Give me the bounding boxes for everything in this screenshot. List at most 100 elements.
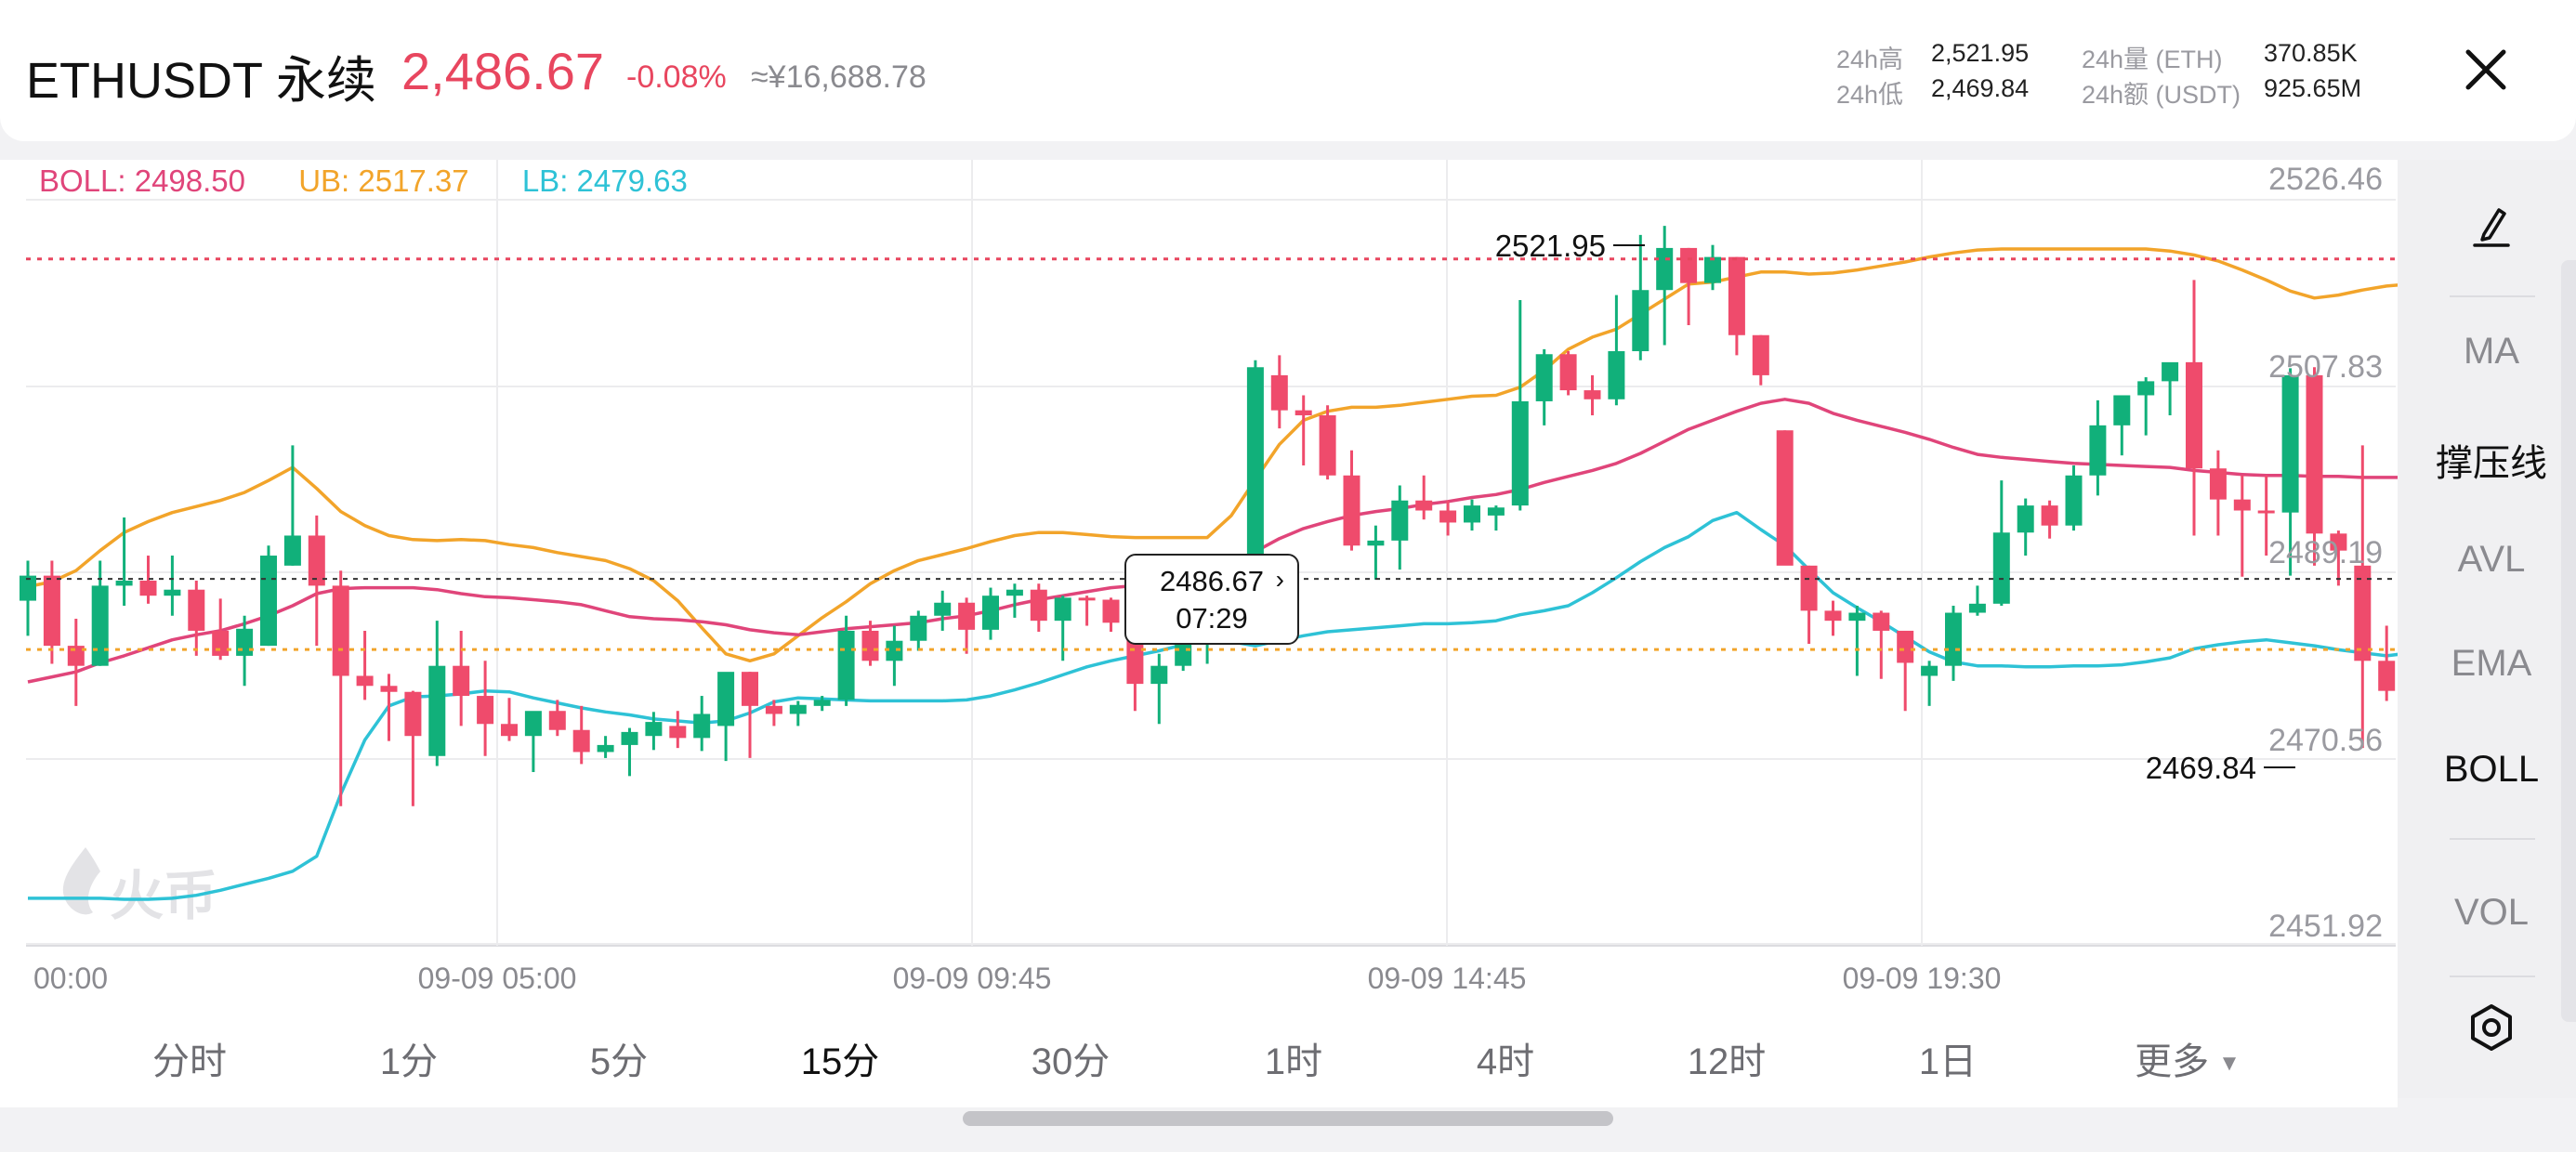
candle-down	[477, 661, 494, 756]
interval-15m[interactable]: 15分	[800, 1041, 880, 1082]
x-tick-label: 09-09 09:45	[893, 962, 1052, 995]
candle-down	[404, 690, 422, 806]
candle-body	[1343, 475, 1360, 546]
candle-down	[453, 630, 470, 727]
price-axis-label: 2507.83	[2268, 349, 2383, 385]
candle-up	[20, 560, 36, 636]
candle-up	[283, 445, 301, 566]
candle-body	[1175, 640, 1192, 666]
candle-body	[1319, 415, 1336, 476]
candle-down	[2209, 450, 2227, 536]
candle-down	[1897, 630, 1914, 712]
candle-body	[2209, 468, 2227, 500]
cny-price: ≈¥16,688.78	[751, 59, 927, 95]
candle-up	[982, 587, 999, 640]
candle-countdown: 07:29	[1176, 602, 1248, 635]
stat-value: 2,469.84	[1931, 74, 2030, 102]
stat-label: 24h额 (USDT)	[2082, 81, 2241, 109]
interval-5m[interactable]: 5分	[589, 1041, 649, 1082]
candle-down	[548, 700, 566, 737]
candle-body	[477, 696, 494, 725]
indicator-ma[interactable]: MA	[2464, 331, 2519, 372]
candle-body	[1656, 247, 1674, 291]
candle-body	[1584, 390, 1601, 399]
close-button[interactable]	[2453, 37, 2518, 102]
interval-1m[interactable]: 1分	[379, 1041, 439, 1082]
indicator-avl[interactable]: AVL	[2457, 539, 2526, 580]
candle-body	[1752, 334, 1769, 375]
stat-label: 24h低	[1836, 81, 1904, 109]
candle-body	[1535, 354, 1553, 401]
candle-body	[501, 724, 518, 737]
candle-up	[1656, 226, 1674, 346]
stat-24h-high: 24h高 2,521.95	[1836, 39, 2029, 75]
candle-up	[1535, 348, 1553, 425]
candle-body	[982, 596, 999, 630]
price-axis-label: 2489.19	[2268, 535, 2383, 570]
candle-up	[1848, 605, 1866, 676]
indicator-support-resistance[interactable]: 撑压线	[2436, 443, 2547, 484]
candle-down	[742, 672, 758, 758]
candle-body	[1295, 410, 1312, 416]
candle-up	[1608, 295, 1625, 406]
candle-body	[742, 672, 758, 706]
candle-up	[1391, 485, 1409, 570]
interval-1d[interactable]: 1日	[1918, 1041, 1978, 1082]
candle-body	[789, 704, 807, 714]
chart-settings-button[interactable]	[2398, 1001, 2576, 1063]
candle-down	[1030, 583, 1047, 633]
stat-24h-low: 24h低 2,469.84	[1836, 74, 2029, 111]
candle-down	[308, 515, 325, 647]
current-price-tag[interactable]: 2486.67 07:29 ›	[1124, 554, 1299, 645]
interval-timeline[interactable]: 分时	[152, 1041, 227, 1082]
indicator-ema[interactable]: EMA	[2451, 643, 2532, 684]
candle-down	[2233, 475, 2251, 577]
candle-down	[188, 581, 205, 656]
candle-down	[139, 556, 157, 604]
interval-more[interactable]: 更多 ▼	[2135, 1031, 2241, 1085]
boll-legend: BOLL: 2498.50 UB: 2517.37 LB: 2479.63	[39, 164, 732, 199]
candle-down	[765, 700, 782, 727]
home-indicator[interactable]	[963, 1111, 1613, 1126]
candle-up	[1367, 525, 1385, 580]
candle-body	[43, 575, 60, 647]
candle-up	[2162, 361, 2179, 416]
watermark: 火币	[62, 847, 217, 927]
indicator-boll[interactable]: BOLL	[2443, 749, 2540, 790]
candle-body	[2162, 361, 2179, 382]
stat-value: 2,521.95	[1931, 39, 2030, 67]
candle-down	[1776, 430, 1794, 566]
settings-icon	[2471, 1004, 2512, 1051]
candle-body	[1270, 374, 1288, 411]
candle-down	[1439, 500, 1457, 536]
candle-up	[2065, 465, 2083, 531]
candle-body	[2186, 361, 2202, 469]
x-tick-label: 09-09 14:45	[1368, 962, 1527, 995]
interval-1h[interactable]: 1时	[1264, 1041, 1323, 1082]
candle-up	[1005, 583, 1023, 618]
candle-body	[428, 665, 446, 756]
candle-body	[20, 575, 36, 601]
candle-body	[453, 665, 470, 697]
stat-label: 24h量 (ETH)	[2082, 46, 2223, 73]
symbol-title[interactable]: ETHUSDT 永续	[26, 53, 377, 109]
interval-4h[interactable]: 4时	[1476, 1041, 1535, 1082]
candle-body	[332, 585, 349, 676]
x-tick-label: 09-09 05:00	[418, 962, 577, 995]
candle-up	[1921, 661, 1939, 706]
candle-body	[934, 602, 952, 616]
stat-label: 24h高	[1836, 46, 1904, 73]
current-price-value: 2486.67	[1159, 565, 1265, 597]
interval-12h[interactable]: 12时	[1687, 1041, 1767, 1082]
candle-body	[164, 589, 181, 596]
candle-up	[2137, 377, 2155, 436]
candle-body	[2089, 425, 2107, 476]
indicator-vol[interactable]: VOL	[2453, 892, 2530, 933]
candle-body	[380, 686, 398, 692]
candle-up	[2281, 368, 2299, 576]
candle-down	[669, 711, 687, 749]
candlestick-chart[interactable]: 00:00 09-09 05:00 09-09 09:45 09-09 14:45 09…	[0, 0, 2398, 1013]
candle-body	[1704, 256, 1721, 283]
draw-tool-button[interactable]	[2398, 197, 2576, 262]
interval-30m[interactable]: 30分	[1031, 1041, 1111, 1082]
